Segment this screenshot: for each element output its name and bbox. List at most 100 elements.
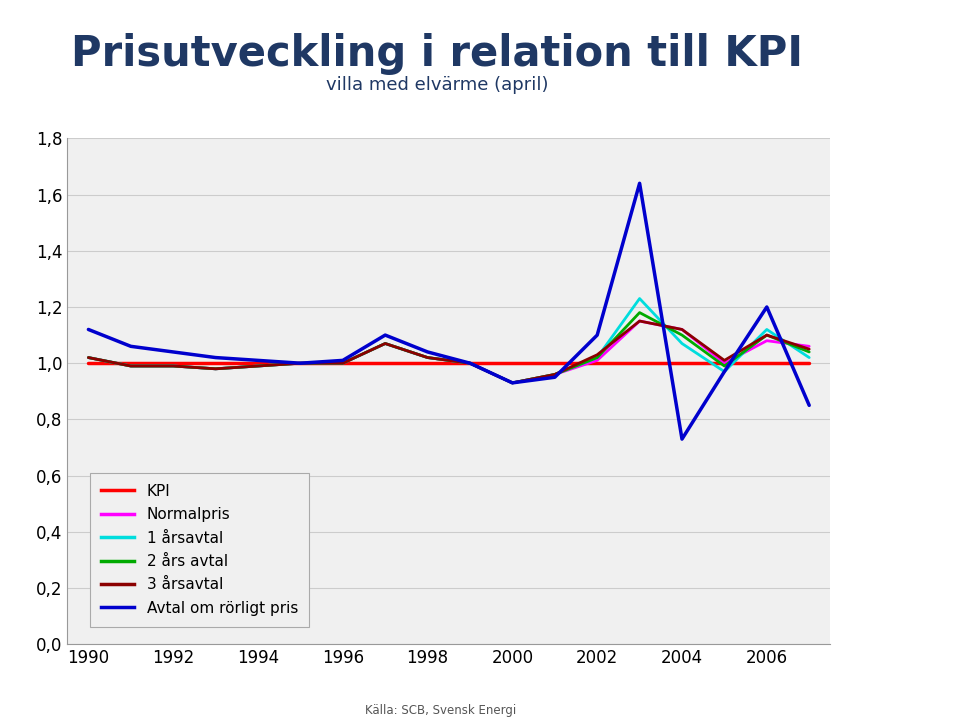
Line: 1 årsavtal: 1 årsavtal [88, 298, 809, 383]
3 årsavtal [634, 317, 645, 325]
Normalpris [465, 359, 476, 368]
2 års avtal [125, 362, 136, 371]
1 årsavtal [295, 359, 306, 368]
1 årsavtal [507, 379, 518, 387]
2 års avtal [167, 362, 179, 371]
Normalpris [167, 362, 179, 371]
2 års avtal [591, 353, 603, 362]
Normalpris [210, 365, 222, 373]
1 årsavtal [379, 339, 391, 348]
1 årsavtal [549, 370, 561, 379]
Avtal om rörligt pris [83, 325, 94, 334]
Avtal om rörligt pris [549, 373, 561, 381]
1 årsavtal [676, 339, 687, 348]
2 års avtal [379, 339, 391, 348]
Text: Källa: SCB, Svensk Energi: Källa: SCB, Svensk Energi [365, 704, 516, 717]
KPI [167, 359, 179, 368]
3 årsavtal [295, 359, 306, 368]
2 års avtal [83, 353, 94, 362]
Text: villa med elvärme (april): villa med elvärme (april) [325, 76, 548, 95]
3 årsavtal [421, 353, 433, 362]
3 årsavtal [591, 350, 603, 359]
3 årsavtal [210, 365, 222, 373]
1 årsavtal [83, 353, 94, 362]
Normalpris [549, 370, 561, 379]
3 årsavtal [719, 356, 731, 365]
Avtal om rörligt pris [379, 331, 391, 339]
Avtal om rörligt pris [591, 331, 603, 339]
1 årsavtal [337, 359, 348, 368]
Normalpris [804, 342, 815, 351]
3 årsavtal [167, 362, 179, 371]
KPI [676, 359, 687, 368]
Avtal om rörligt pris [295, 359, 306, 368]
2 års avtal [295, 359, 306, 368]
2 års avtal [507, 379, 518, 387]
2 års avtal [337, 359, 348, 368]
2 års avtal [465, 359, 476, 368]
Normalpris [676, 325, 687, 334]
1 årsavtal [634, 294, 645, 303]
Normalpris [421, 353, 433, 362]
2 års avtal [634, 308, 645, 317]
2 års avtal [719, 362, 731, 371]
3 årsavtal [465, 359, 476, 368]
3 årsavtal [676, 325, 687, 334]
Avtal om rörligt pris [252, 356, 264, 365]
Normalpris [591, 356, 603, 365]
Avtal om rörligt pris [421, 347, 433, 356]
KPI [83, 359, 94, 368]
1 årsavtal [125, 362, 136, 371]
3 årsavtal [125, 362, 136, 371]
1 årsavtal [591, 353, 603, 362]
KPI [719, 359, 731, 368]
KPI [125, 359, 136, 368]
Normalpris [337, 359, 348, 368]
1 årsavtal [421, 353, 433, 362]
Avtal om rörligt pris [507, 379, 518, 387]
KPI [549, 359, 561, 368]
Avtal om rörligt pris [210, 353, 222, 362]
Text: Prisutveckling i relation till KPI: Prisutveckling i relation till KPI [71, 33, 803, 75]
Normalpris [125, 362, 136, 371]
KPI [421, 359, 433, 368]
KPI [465, 359, 476, 368]
2 års avtal [804, 347, 815, 356]
Normalpris [507, 379, 518, 387]
Line: Avtal om rörligt pris: Avtal om rörligt pris [88, 183, 809, 439]
3 årsavtal [379, 339, 391, 348]
KPI [379, 359, 391, 368]
Normalpris [719, 359, 731, 368]
Normalpris [761, 336, 773, 345]
Line: 2 års avtal: 2 års avtal [88, 312, 809, 383]
Avtal om rörligt pris [804, 401, 815, 410]
KPI [634, 359, 645, 368]
Avtal om rörligt pris [719, 367, 731, 376]
3 årsavtal [337, 359, 348, 368]
3 årsavtal [83, 353, 94, 362]
Normalpris [252, 362, 264, 371]
Avtal om rörligt pris [125, 342, 136, 351]
Normalpris [83, 353, 94, 362]
Legend: KPI, Normalpris, 1 årsavtal, 2 års avtal, 3 årsavtal, Avtal om rörligt pris: KPI, Normalpris, 1 årsavtal, 2 års avtal… [90, 473, 309, 627]
2 års avtal [549, 370, 561, 379]
KPI [804, 359, 815, 368]
2 års avtal [761, 331, 773, 339]
KPI [591, 359, 603, 368]
1 årsavtal [465, 359, 476, 368]
3 årsavtal [549, 370, 561, 379]
Avtal om rörligt pris [167, 347, 179, 356]
Line: 3 årsavtal: 3 årsavtal [88, 321, 809, 383]
Avtal om rörligt pris [761, 303, 773, 312]
KPI [252, 359, 264, 368]
1 årsavtal [167, 362, 179, 371]
2 års avtal [421, 353, 433, 362]
Line: Normalpris: Normalpris [88, 321, 809, 383]
Normalpris [634, 317, 645, 325]
Normalpris [379, 339, 391, 348]
Avtal om rörligt pris [676, 435, 687, 443]
2 års avtal [676, 331, 687, 339]
2 års avtal [210, 365, 222, 373]
3 årsavtal [507, 379, 518, 387]
Avtal om rörligt pris [634, 179, 645, 188]
